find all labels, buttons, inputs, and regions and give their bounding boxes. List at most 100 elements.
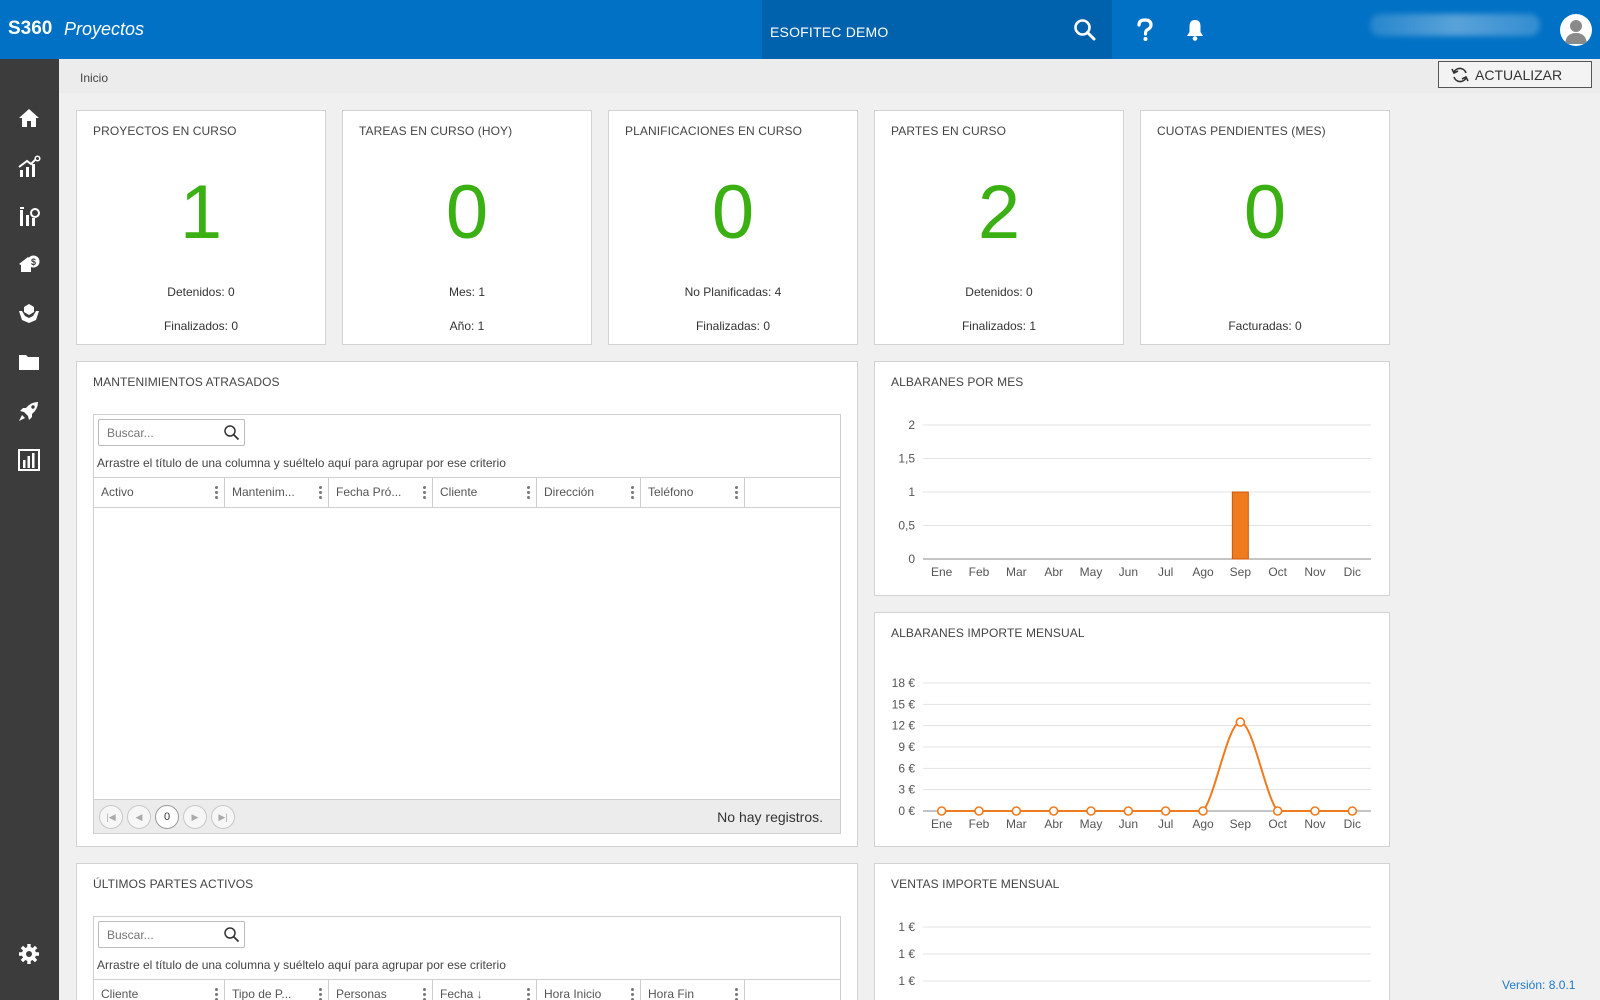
column-header[interactable]: Cliente — [94, 980, 225, 1000]
y-tick-label: 0 € — [898, 804, 915, 818]
y-tick-label: 1,5 — [898, 452, 915, 466]
partes-grid: Arrastre el título de una columna y suél… — [93, 916, 841, 1000]
module-title: Proyectos — [64, 19, 145, 39]
x-tick-label: Abr — [1044, 565, 1063, 579]
app-brand[interactable]: S360 — [8, 18, 53, 39]
column-menu-icon[interactable] — [631, 988, 634, 1000]
column-header[interactable]: Dirección — [537, 478, 641, 507]
column-menu-icon[interactable] — [215, 988, 218, 1000]
company-name: ESOFITEC DEMO — [770, 24, 889, 40]
stat-title: PARTES EN CURSO — [891, 124, 1007, 138]
column-menu-icon[interactable] — [319, 988, 322, 1000]
column-header[interactable]: Fecha Pró... — [329, 478, 433, 507]
stat-title: PROYECTOS EN CURSO — [93, 124, 237, 138]
maintenance-hands-icon[interactable] — [14, 298, 44, 328]
stat-value: 0 — [1243, 170, 1287, 255]
stat-detail: No Planificadas: 4 — [684, 285, 782, 299]
user-name-blurred — [1370, 14, 1540, 36]
user-avatar-icon[interactable] — [1560, 14, 1592, 46]
column-menu-icon[interactable] — [735, 486, 738, 499]
column-menu-icon[interactable] — [423, 988, 426, 1000]
column-header[interactable]: Teléfono — [641, 478, 745, 507]
y-tick-label: 12 € — [892, 719, 916, 733]
y-tick-label: 15 € — [892, 697, 916, 711]
column-menu-icon[interactable] — [527, 988, 530, 1000]
refresh-label: ACTUALIZAR — [1475, 66, 1563, 83]
panel-title: ÚLTIMOS PARTES ACTIVOS — [93, 877, 254, 891]
column-header[interactable]: Hora Inicio — [537, 980, 641, 1000]
chart-title: ALBARANES IMPORTE MENSUAL — [891, 626, 1085, 640]
x-tick-label: Oct — [1268, 565, 1287, 579]
folder-icon[interactable] — [14, 347, 44, 377]
grid-search-input[interactable] — [99, 922, 214, 947]
notifications-bell-icon[interactable] — [1183, 17, 1207, 43]
help-icon[interactable] — [1133, 17, 1157, 43]
panel-title: MANTENIMIENTOS ATRASADOS — [93, 375, 280, 389]
group-by-hint[interactable]: Arrastre el título de una columna y suél… — [97, 456, 506, 470]
refresh-button[interactable]: ACTUALIZAR — [1438, 61, 1592, 88]
stat-detail: Mes: 1 — [448, 285, 485, 299]
group-by-hint[interactable]: Arrastre el título de una columna y suél… — [97, 958, 506, 972]
billing-house-icon[interactable]: $ — [14, 249, 44, 279]
search-icon[interactable] — [223, 926, 240, 943]
column-header[interactable]: Hora Fin — [641, 980, 745, 1000]
data-point — [1198, 806, 1208, 816]
breadcrumb[interactable]: Inicio — [80, 71, 109, 85]
grid-search-input[interactable] — [99, 420, 214, 445]
data-point — [1011, 806, 1022, 816]
next-page-icon[interactable]: ▶ — [183, 805, 207, 829]
column-menu-icon[interactable] — [631, 486, 634, 499]
series-line — [941, 721, 1353, 812]
stat-detail: Finalizados: 1 — [961, 319, 1037, 333]
data-point — [1347, 806, 1358, 816]
search-icon[interactable] — [223, 424, 240, 441]
x-tick-label: Sep — [1230, 817, 1252, 831]
x-tick-label: Jul — [1158, 565, 1173, 579]
stat-detail: Finalizadas: 0 — [695, 319, 771, 333]
home-icon[interactable] — [14, 103, 44, 133]
column-menu-icon[interactable] — [319, 486, 322, 499]
y-tick-label: 9 € — [898, 740, 915, 754]
x-tick-label: Dic — [1344, 565, 1361, 579]
stat-title: PLANIFICACIONES EN CURSO — [625, 124, 803, 138]
svg-text:$: $ — [31, 257, 36, 267]
previous-page-icon[interactable]: ◀ — [127, 805, 151, 829]
column-menu-icon[interactable] — [527, 486, 530, 499]
column-header[interactable]: Personas — [329, 980, 433, 1000]
x-tick-label: Ene — [931, 817, 953, 831]
bar — [1231, 491, 1249, 560]
column-header[interactable]: Tipo de P... — [225, 980, 329, 1000]
chart-panel-ventas-importe: VENTAS IMPORTE MENSUAL 1 € 1 € 1 € — [874, 863, 1390, 1000]
data-point — [1048, 806, 1059, 816]
stat-value: 0 — [711, 170, 755, 255]
chart-panel-albaranes-mes: ALBARANES POR MES 0 0,5 1 1,5 2 Ene Feb Mar Abr M… — [874, 361, 1390, 596]
column-header[interactable]: Activo — [94, 478, 225, 507]
column-header[interactable]: Fecha ↓ — [433, 980, 537, 1000]
column-menu-icon[interactable] — [215, 486, 218, 499]
column-menu-icon[interactable] — [735, 988, 738, 1000]
albaranes-bar-chart: 0 0,5 1 1,5 2 Ene Feb Mar Abr May Jun Jul Ago Sep Oct N… — [898, 418, 1371, 579]
last-page-icon[interactable]: ▶| — [211, 805, 235, 829]
company-selector[interactable]: ESOFITEC DEMO — [762, 0, 1112, 59]
no-records-message: No hay registros. — [717, 809, 823, 825]
column-header[interactable]: Mantenim... — [225, 478, 329, 507]
stat-detail: Finalizados: 0 — [163, 319, 239, 333]
stat-detail: Facturadas: 0 — [1228, 319, 1302, 333]
first-page-icon[interactable]: |◀ — [99, 805, 123, 829]
planning-chart-icon[interactable] — [14, 201, 44, 231]
current-page[interactable]: 0 — [155, 805, 179, 829]
x-tick-label: Ene — [931, 565, 953, 579]
top-bar: S360 Proyectos ESOFITEC DEMO — [0, 0, 1600, 59]
sub-header: Inicio ACTUALIZAR — [59, 59, 1600, 93]
reports-icon[interactable] — [14, 445, 44, 475]
stats-chart-icon[interactable] — [14, 152, 44, 182]
stat-card-proyectos: PROYECTOS EN CURSO 1 Detenidos: 0 Finali… — [76, 110, 326, 345]
search-icon[interactable] — [1072, 17, 1098, 43]
y-tick-label: 1 € — [898, 947, 915, 961]
sidebar: $ — [0, 59, 59, 1000]
column-menu-icon[interactable] — [423, 486, 426, 499]
column-header[interactable]: Cliente — [433, 478, 537, 507]
settings-gear-icon[interactable] — [14, 939, 44, 969]
rocket-icon[interactable] — [14, 396, 44, 426]
partes-panel: ÚLTIMOS PARTES ACTIVOS Arrastre el títul… — [76, 863, 858, 1000]
